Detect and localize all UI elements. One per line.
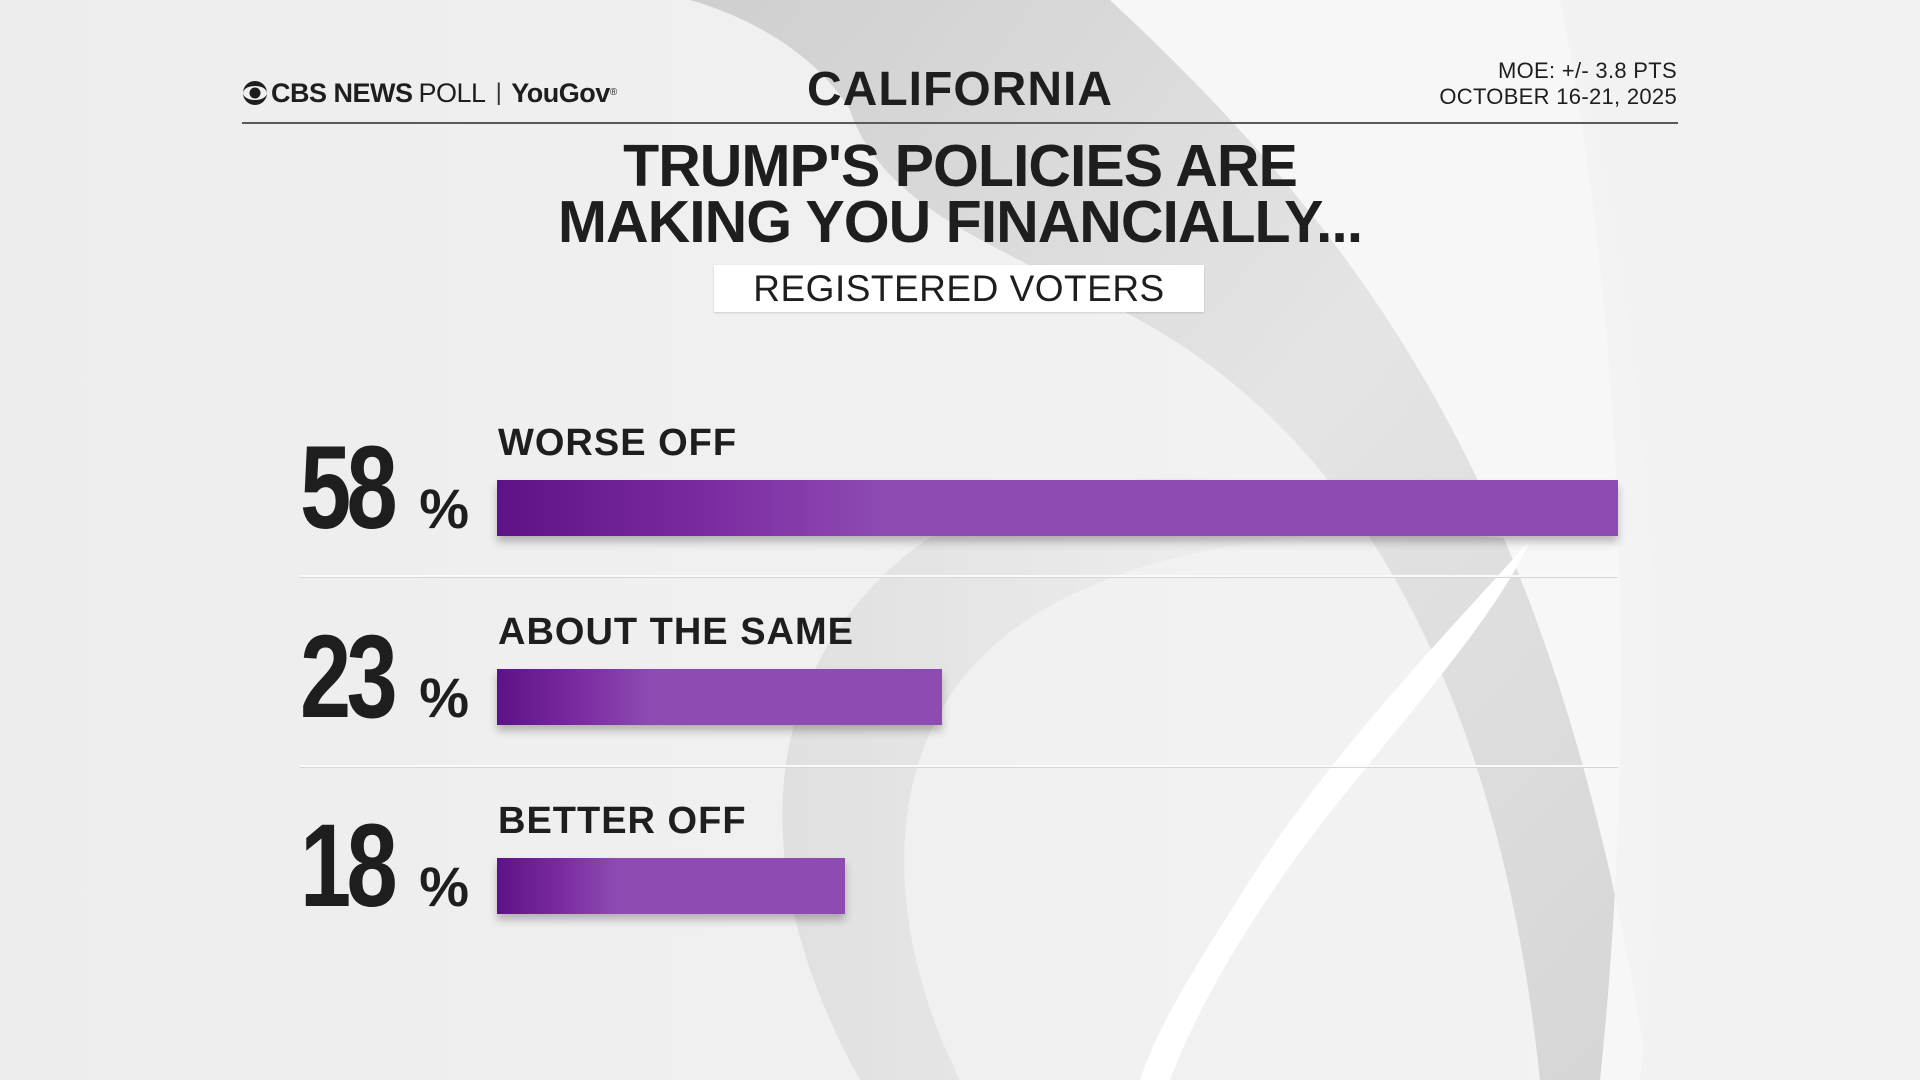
percent-sign: % [419,855,470,918]
bar [497,858,845,914]
row-divider [300,575,1618,577]
value-label: 58% [300,420,482,556]
chart-title-line-1: TRUMP'S POLICIES ARE [623,133,1298,199]
registered-mark-icon: ® [609,87,617,98]
bar [497,669,942,725]
category-label: ABOUT THE SAME [498,611,854,653]
category-label: WORSE OFF [498,422,738,464]
bar [497,480,1618,536]
poll-brand: CBS NEWS POLL | YouGov ® [242,76,617,110]
value-number: 18 [300,800,398,932]
value-label: 23% [300,609,482,745]
chart-title: TRUMP'S POLICIES ARE MAKING YOU FINANCIA… [360,133,1560,255]
brand-partner: YouGov [511,78,610,108]
cbs-eye-icon [243,81,267,105]
chart-subtitle: REGISTERED VOTERS [714,265,1204,312]
poll-dates: OCTOBER 16-21, 2025 [1439,84,1677,109]
value-label: 18% [300,798,482,934]
brand-network: CBS NEWS [271,78,413,108]
brand-poll: POLL [418,78,487,108]
region-title: CALIFORNIA [807,63,1113,116]
category-label: BETTER OFF [498,800,747,842]
header-divider [242,122,1678,124]
brand-separator: | [495,79,502,106]
margin-of-error: MOE: +/- 3.8 PTS [1497,58,1677,83]
chart-title-line-2: MAKING YOU FINANCIALLY... [557,189,1363,255]
row-divider [300,765,1618,767]
poll-meta: MOE: +/- 3.8 PTS OCTOBER 16-21, 2025 [1439,58,1677,110]
percent-sign: % [419,477,470,540]
value-number: 23 [300,611,398,743]
percent-sign: % [419,666,470,729]
value-number: 58 [300,422,398,554]
